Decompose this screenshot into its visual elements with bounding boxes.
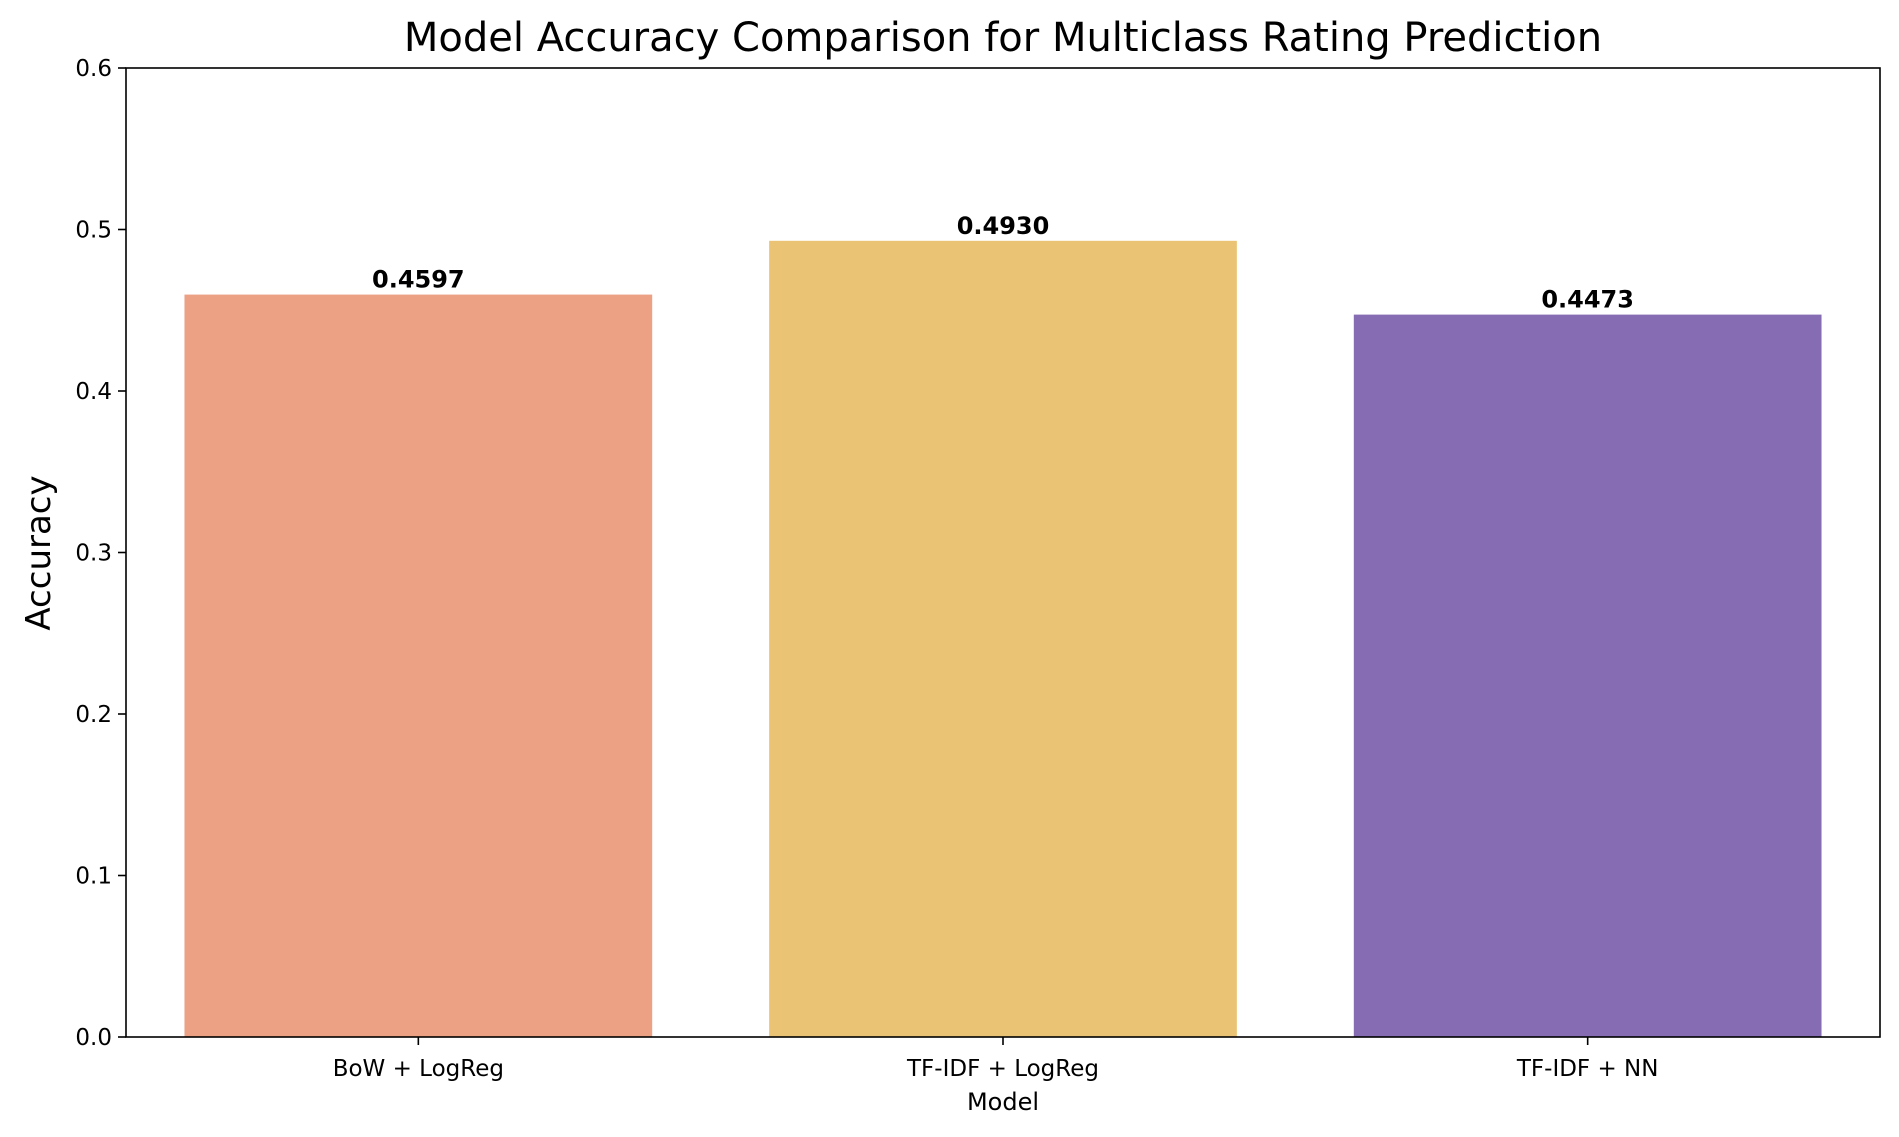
x-tick-label-1: TF-IDF + LogReg <box>906 1056 1099 1082</box>
y-axis-ticks: 0.0 0.1 0.2 0.3 0.4 0.5 0.6 <box>75 56 126 1051</box>
y-tick-label-4: 0.4 <box>75 379 112 405</box>
y-tick-label-1: 0.1 <box>75 864 112 890</box>
chart-title: Model Accuracy Comparison for Multiclass… <box>404 15 1602 61</box>
x-axis-label: Model <box>967 1088 1039 1116</box>
y-tick-label-5: 0.5 <box>75 218 112 244</box>
bar-0 <box>184 294 653 1038</box>
x-tick-label-2: TF-IDF + NN <box>1516 1056 1659 1082</box>
y-tick-label-2: 0.2 <box>75 702 112 728</box>
x-axis-ticks: BoW + LogReg TF-IDF + LogReg TF-IDF + NN <box>333 1037 1659 1082</box>
y-tick-label-6: 0.6 <box>75 56 112 82</box>
y-tick-label-0: 0.0 <box>75 1025 112 1051</box>
y-axis-label: Accuracy <box>19 475 59 630</box>
bar-value-label-2: 0.4473 <box>1541 286 1634 314</box>
bar-value-label-1: 0.4930 <box>957 212 1050 240</box>
plot-area-frame <box>125 67 1881 1038</box>
bar-value-label-0: 0.4597 <box>372 266 465 294</box>
y-tick-label-3: 0.3 <box>75 541 112 567</box>
bar-2 <box>1353 314 1822 1037</box>
x-tick-label-0: BoW + LogReg <box>333 1056 504 1082</box>
value-labels-layer: 0.4597 0.4930 0.4473 <box>372 212 1634 314</box>
bar-1 <box>769 240 1237 1037</box>
bars-layer <box>184 240 1822 1038</box>
